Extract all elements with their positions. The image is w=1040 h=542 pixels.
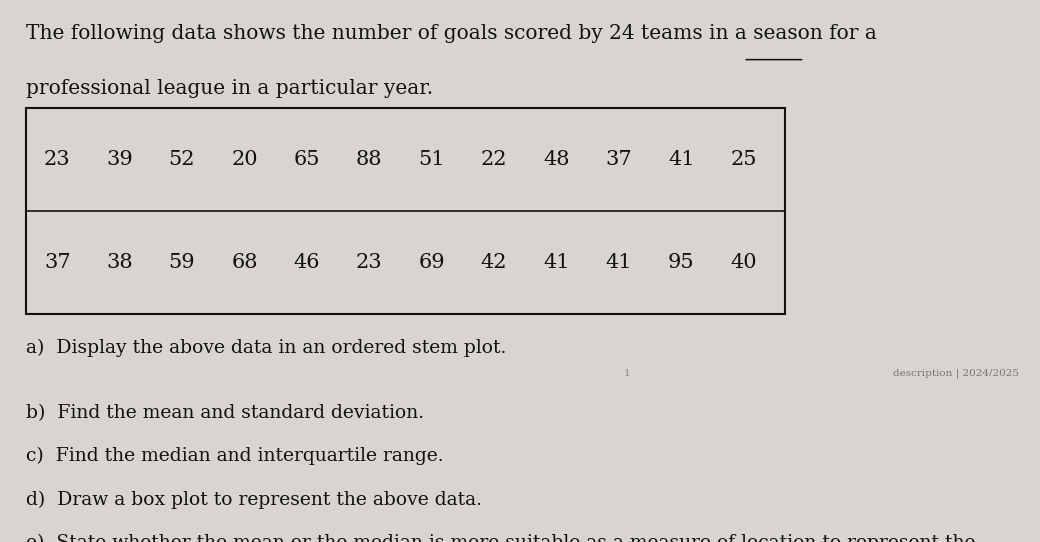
Text: 65: 65 bbox=[293, 150, 320, 170]
Text: 20: 20 bbox=[231, 150, 258, 170]
Text: 41: 41 bbox=[543, 253, 570, 273]
Text: 42: 42 bbox=[480, 253, 508, 273]
Text: c)  Find the median and interquartile range.: c) Find the median and interquartile ran… bbox=[26, 447, 444, 466]
Text: 38: 38 bbox=[106, 253, 133, 273]
FancyBboxPatch shape bbox=[26, 108, 785, 314]
Text: 95: 95 bbox=[668, 253, 695, 273]
Text: b)  Find the mean and standard deviation.: b) Find the mean and standard deviation. bbox=[26, 404, 424, 422]
Text: 41: 41 bbox=[605, 253, 632, 273]
Text: e)  State whether the mean or the median is more suitable as a measure of locati: e) State whether the mean or the median … bbox=[26, 534, 976, 542]
Text: 68: 68 bbox=[231, 253, 258, 273]
Text: 37: 37 bbox=[605, 150, 632, 170]
Text: 22: 22 bbox=[480, 150, 508, 170]
Text: 48: 48 bbox=[543, 150, 570, 170]
Text: 1: 1 bbox=[624, 369, 630, 378]
Text: 52: 52 bbox=[168, 150, 196, 170]
Text: d)  Draw a box plot to represent the above data.: d) Draw a box plot to represent the abov… bbox=[26, 491, 482, 509]
Text: 40: 40 bbox=[730, 253, 757, 273]
Text: 37: 37 bbox=[44, 253, 71, 273]
Text: a)  Display the above data in an ordered stem plot.: a) Display the above data in an ordered … bbox=[26, 339, 506, 357]
Text: description | 2024/2025: description | 2024/2025 bbox=[893, 369, 1019, 378]
Text: 88: 88 bbox=[356, 150, 383, 170]
Text: 25: 25 bbox=[730, 150, 757, 170]
Text: 39: 39 bbox=[106, 150, 133, 170]
Text: 23: 23 bbox=[44, 150, 71, 170]
Text: 41: 41 bbox=[668, 150, 695, 170]
Text: 23: 23 bbox=[356, 253, 383, 273]
Text: The following data shows the number of goals scored by 24 teams in a season for : The following data shows the number of g… bbox=[26, 24, 877, 43]
Text: 46: 46 bbox=[293, 253, 320, 273]
Text: 59: 59 bbox=[168, 253, 196, 273]
Text: 51: 51 bbox=[418, 150, 445, 170]
Text: professional league in a particular year.: professional league in a particular year… bbox=[26, 79, 433, 98]
Text: 69: 69 bbox=[418, 253, 445, 273]
